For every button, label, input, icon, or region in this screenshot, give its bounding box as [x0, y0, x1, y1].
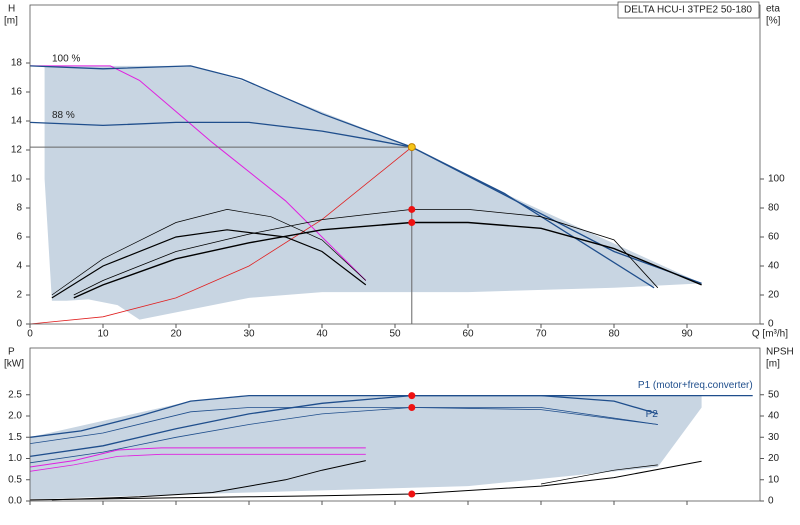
- curve: [51, 209, 367, 296]
- curve: [29, 65, 702, 285]
- x-axis-label: Q [m³/h]: [752, 329, 788, 340]
- curve: [30, 65, 367, 281]
- y-tick-label: 1.5: [8, 432, 22, 443]
- y-tick-label: 14: [11, 116, 23, 127]
- curve: [29, 453, 366, 472]
- curve: [73, 221, 702, 299]
- y-tick-label: 16: [11, 87, 23, 98]
- y-tick-label: 8: [16, 203, 22, 214]
- curve: [29, 447, 366, 468]
- y-tick-label: 2: [16, 290, 22, 301]
- y-axis-unit: [m]: [4, 16, 18, 27]
- curve: [29, 407, 658, 464]
- duty-point: [408, 404, 416, 411]
- curve-label: 100 %: [52, 54, 80, 65]
- curve-label: P2: [646, 409, 659, 420]
- y2-tick-label: 100: [768, 174, 785, 185]
- curve: [29, 460, 702, 501]
- y-axis-label: H: [8, 4, 15, 15]
- y2-tick-label: 50: [768, 389, 780, 400]
- y-tick-label: 2.0: [8, 411, 22, 422]
- x-tick-label: 20: [170, 329, 182, 340]
- curve: [29, 394, 658, 458]
- y-tick-label: 18: [11, 58, 23, 69]
- y2-axis-label: eta: [766, 4, 780, 15]
- y2-axis-unit: [m]: [766, 359, 780, 370]
- x-tick-label: 90: [681, 329, 693, 340]
- x-tick-label: 70: [535, 329, 547, 340]
- y2-tick-label: 80: [768, 203, 780, 214]
- y-tick-label: 10: [11, 174, 23, 185]
- x-tick-label: 80: [608, 329, 620, 340]
- x-tick-label: 0: [27, 329, 33, 340]
- y-tick-label: 0: [16, 319, 22, 330]
- y-tick-label: 2.5: [8, 389, 22, 400]
- y-axis-unit: [kW]: [4, 359, 24, 370]
- y2-tick-label: 10: [768, 474, 780, 485]
- duty-point: [408, 490, 416, 498]
- y2-tick-label: 40: [768, 411, 780, 422]
- y-tick-label: 0.5: [8, 474, 22, 485]
- y2-axis-label: NPSH: [766, 347, 794, 358]
- curve-label: 88 %: [52, 110, 75, 121]
- duty-point: [408, 219, 416, 226]
- curve: [540, 464, 658, 485]
- x-tick-label: 50: [389, 329, 401, 340]
- x-tick-label: 60: [462, 329, 474, 340]
- envelope-area: [44, 65, 702, 320]
- y-tick-label: 0.0: [8, 496, 22, 507]
- curve-label: P1 (motor+freq.converter): [638, 380, 753, 391]
- curve: [29, 407, 658, 444]
- curve: [29, 121, 655, 289]
- y2-tick-label: 0: [768, 319, 774, 330]
- x-tick-label: 10: [97, 329, 109, 340]
- title-box: [617, 1, 760, 19]
- curve: [29, 146, 413, 325]
- envelope-area: [30, 395, 702, 499]
- curve: [51, 229, 367, 299]
- duty-point: [408, 205, 416, 213]
- y2-tick-label: 20: [768, 290, 780, 301]
- y2-tick-label: 40: [768, 261, 780, 272]
- y-tick-label: 12: [11, 145, 23, 156]
- curve: [51, 460, 366, 501]
- duty-point: [408, 392, 416, 400]
- duty-point: [407, 143, 416, 152]
- y2-axis-unit: [%]: [766, 16, 781, 27]
- y-tick-label: 4: [16, 261, 22, 272]
- y-axis-label: P: [8, 347, 15, 358]
- chart-title: DELTA HCU-I 3TPE2 50-180: [624, 5, 752, 16]
- x-tick-label: 40: [316, 329, 328, 340]
- y2-tick-label: 60: [768, 232, 780, 243]
- y2-tick-label: 20: [768, 453, 780, 464]
- y2-tick-label: 30: [768, 432, 780, 443]
- y2-tick-label: 0: [768, 496, 774, 507]
- y-tick-label: 6: [16, 232, 22, 243]
- y-tick-label: 1.0: [8, 453, 22, 464]
- x-tick-label: 30: [243, 329, 255, 340]
- curve: [73, 209, 659, 296]
